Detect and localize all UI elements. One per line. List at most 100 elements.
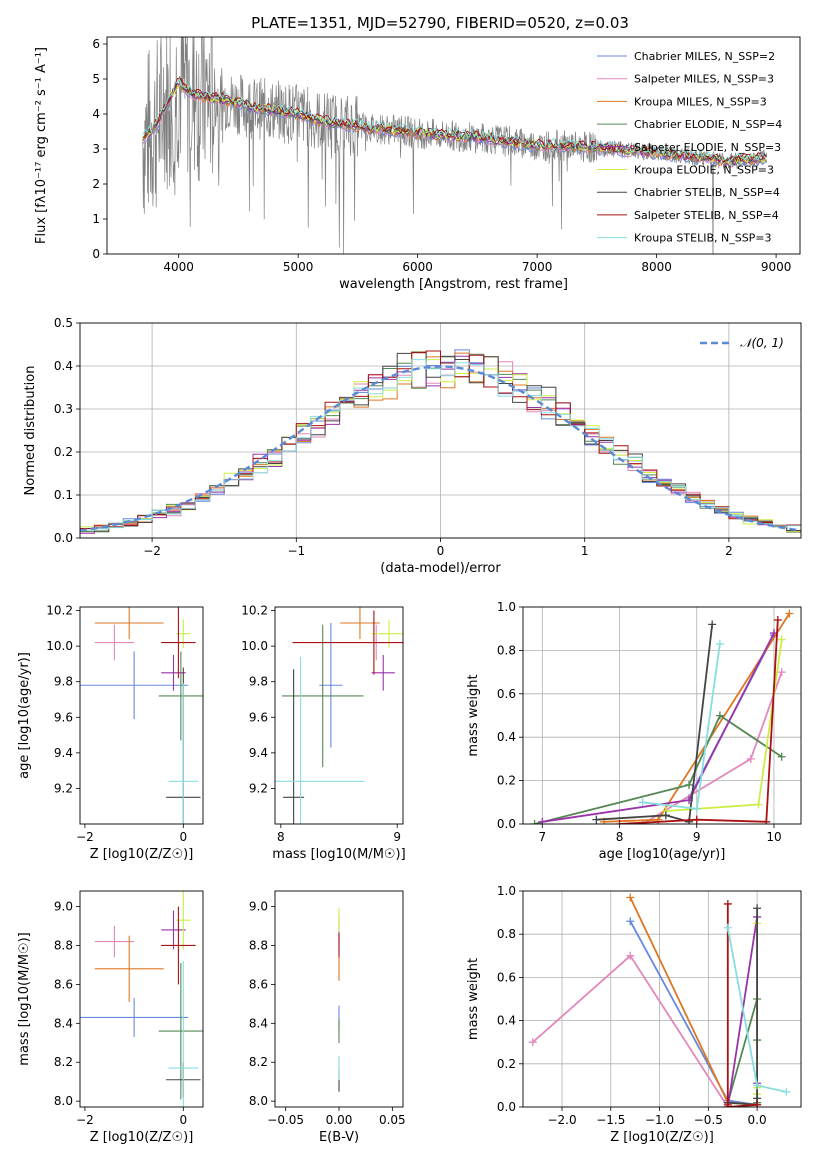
y-tick-label: 1.0	[497, 884, 516, 898]
axes-frame	[79, 606, 204, 825]
histogram-step	[80, 359, 801, 531]
histogram-step	[80, 350, 801, 529]
y-tick-label: 3	[92, 142, 100, 156]
y-tick-label: 8.2	[249, 1055, 268, 1069]
y-tick-label: 0.0	[497, 817, 516, 831]
weight-marker	[530, 820, 539, 824]
x-tick-label: 9	[693, 830, 701, 844]
y-tick-label: 8.8	[249, 938, 268, 952]
weight-marker	[753, 904, 762, 913]
weight-marker	[626, 951, 635, 960]
y-tick-label: 0.5	[54, 316, 73, 330]
y-axis-label: age [log10(age/yr)]	[17, 652, 32, 779]
weight-line	[534, 714, 783, 824]
x-tick-label: 0	[437, 544, 445, 558]
legend-label: Kroupa STELIB, N_SSP=3	[634, 232, 772, 245]
weight-marker	[715, 639, 724, 648]
plot-area	[80, 891, 203, 1107]
spectrum-panel: 4000 5000 6000 7000 8000 9000 0 1 2 3 4 5 6 wavelengt…	[34, 36, 801, 292]
weight-marker	[754, 800, 763, 809]
y-tick-label: 9.0	[54, 900, 73, 914]
y-tick-label: 9.8	[249, 675, 268, 689]
x-tick-label: −1.5	[596, 1113, 625, 1127]
x-tick-label: 10	[766, 830, 781, 844]
x-tick-label: −2	[76, 830, 94, 844]
y-tick-label: 10.2	[46, 604, 73, 618]
y-tick-label: 8.4	[249, 1016, 268, 1030]
y-tick-label: 0.2	[54, 445, 73, 459]
y-axis-label: mass [log10(M/M☉)]	[17, 932, 32, 1065]
y-tick-label: 8.2	[54, 1055, 73, 1069]
x-tick-label: 0	[179, 830, 187, 844]
y-axis-label: Flux [fλ10⁻¹⁷ erg cm⁻² s⁻¹ A⁻¹]	[34, 47, 49, 244]
legend-label: Kroupa MILES, N_SSP=3	[634, 95, 767, 108]
model-spectrum-line	[142, 76, 767, 164]
y-tick-label: 0.1	[54, 488, 73, 502]
plot-area	[275, 607, 403, 824]
x-axis-label: mass [log10(M/M☉)]	[272, 847, 405, 862]
legend-label: Salpeter ELODIE, N_SSP=3	[634, 141, 781, 154]
legend-label: 𝒩(0, 1)	[740, 336, 784, 350]
x-tick-label: −0.5	[694, 1113, 723, 1127]
y-tick-label: 8.4	[54, 1016, 73, 1030]
y-tick-label: 4	[92, 107, 100, 121]
weight-marker	[753, 1100, 762, 1107]
y-tick-label: 0	[92, 247, 100, 261]
plot-area	[142, 37, 767, 254]
x-tick-label: 7000	[522, 260, 553, 274]
y-tick-label: 9.8	[54, 675, 73, 689]
axes-frame	[522, 890, 802, 1108]
y-tick-label: 9.4	[54, 746, 73, 760]
weight-line	[665, 639, 783, 812]
y-tick-label: 10.0	[46, 639, 73, 653]
weight-marker	[708, 620, 717, 629]
legend-label: Salpeter MILES, N_SSP=3	[634, 73, 774, 86]
x-tick-label: 0.0	[748, 1113, 767, 1127]
y-tick-label: 6	[92, 37, 100, 51]
x-tick-label: −1.0	[645, 1113, 674, 1127]
weight-marker	[626, 917, 635, 926]
weight-line	[629, 920, 758, 1106]
weight-marker	[723, 899, 732, 908]
weight-marker	[692, 804, 701, 813]
legend-label: Chabrier ELODIE, N_SSP=4	[634, 118, 782, 131]
y-tick-label: 8.0	[54, 1094, 73, 1108]
y-axis-label: mass weight	[466, 958, 481, 1040]
weight-line	[619, 619, 779, 824]
weight-marker	[685, 817, 694, 824]
weight-marker	[785, 609, 794, 618]
y-tick-label: 0.6	[497, 687, 516, 701]
x-tick-label: 5000	[283, 260, 314, 274]
weight-line	[596, 624, 714, 823]
y-tick-label: 9.4	[249, 746, 268, 760]
y-tick-label: 0.8	[497, 643, 516, 657]
x-tick-label: 8	[277, 830, 285, 844]
y-tick-label: 1.0	[497, 600, 516, 614]
y-tick-label: 0.4	[497, 730, 516, 744]
x-tick-label: 2	[725, 544, 733, 558]
weight-marker	[762, 817, 771, 824]
weight-marker	[773, 616, 782, 625]
y-tick-label: 0.6	[497, 970, 516, 984]
weight-marker	[777, 635, 786, 644]
y-tick-label: 9.6	[54, 710, 73, 724]
x-tick-label: 9	[393, 830, 401, 844]
x-axis-label: wavelength [Angstrom, rest frame]	[339, 277, 568, 292]
weight-vs-age-panel: 7 8 9 10 0.0 0.2 0.4 0.6 0.8 1.0 age [log10(age/yr…	[466, 600, 802, 862]
weight-line	[629, 897, 758, 1106]
weight-marker	[661, 811, 670, 820]
y-tick-label: 0.2	[497, 1057, 516, 1071]
axes-frame	[274, 606, 404, 825]
y-tick-label: 0.0	[497, 1100, 516, 1114]
legend-label: Kroupa ELODIE, N_SSP=3	[634, 164, 774, 177]
x-tick-label: 7	[538, 830, 546, 844]
y-tick-label: 5	[92, 72, 100, 86]
x-tick-label: 0	[179, 1113, 187, 1127]
weight-marker	[615, 820, 624, 824]
plot-area	[530, 609, 794, 824]
x-tick-label: 1	[581, 544, 589, 558]
y-tick-label: 9.2	[249, 781, 268, 795]
y-tick-label: 8.0	[249, 1094, 268, 1108]
y-tick-label: 8.6	[249, 977, 268, 991]
